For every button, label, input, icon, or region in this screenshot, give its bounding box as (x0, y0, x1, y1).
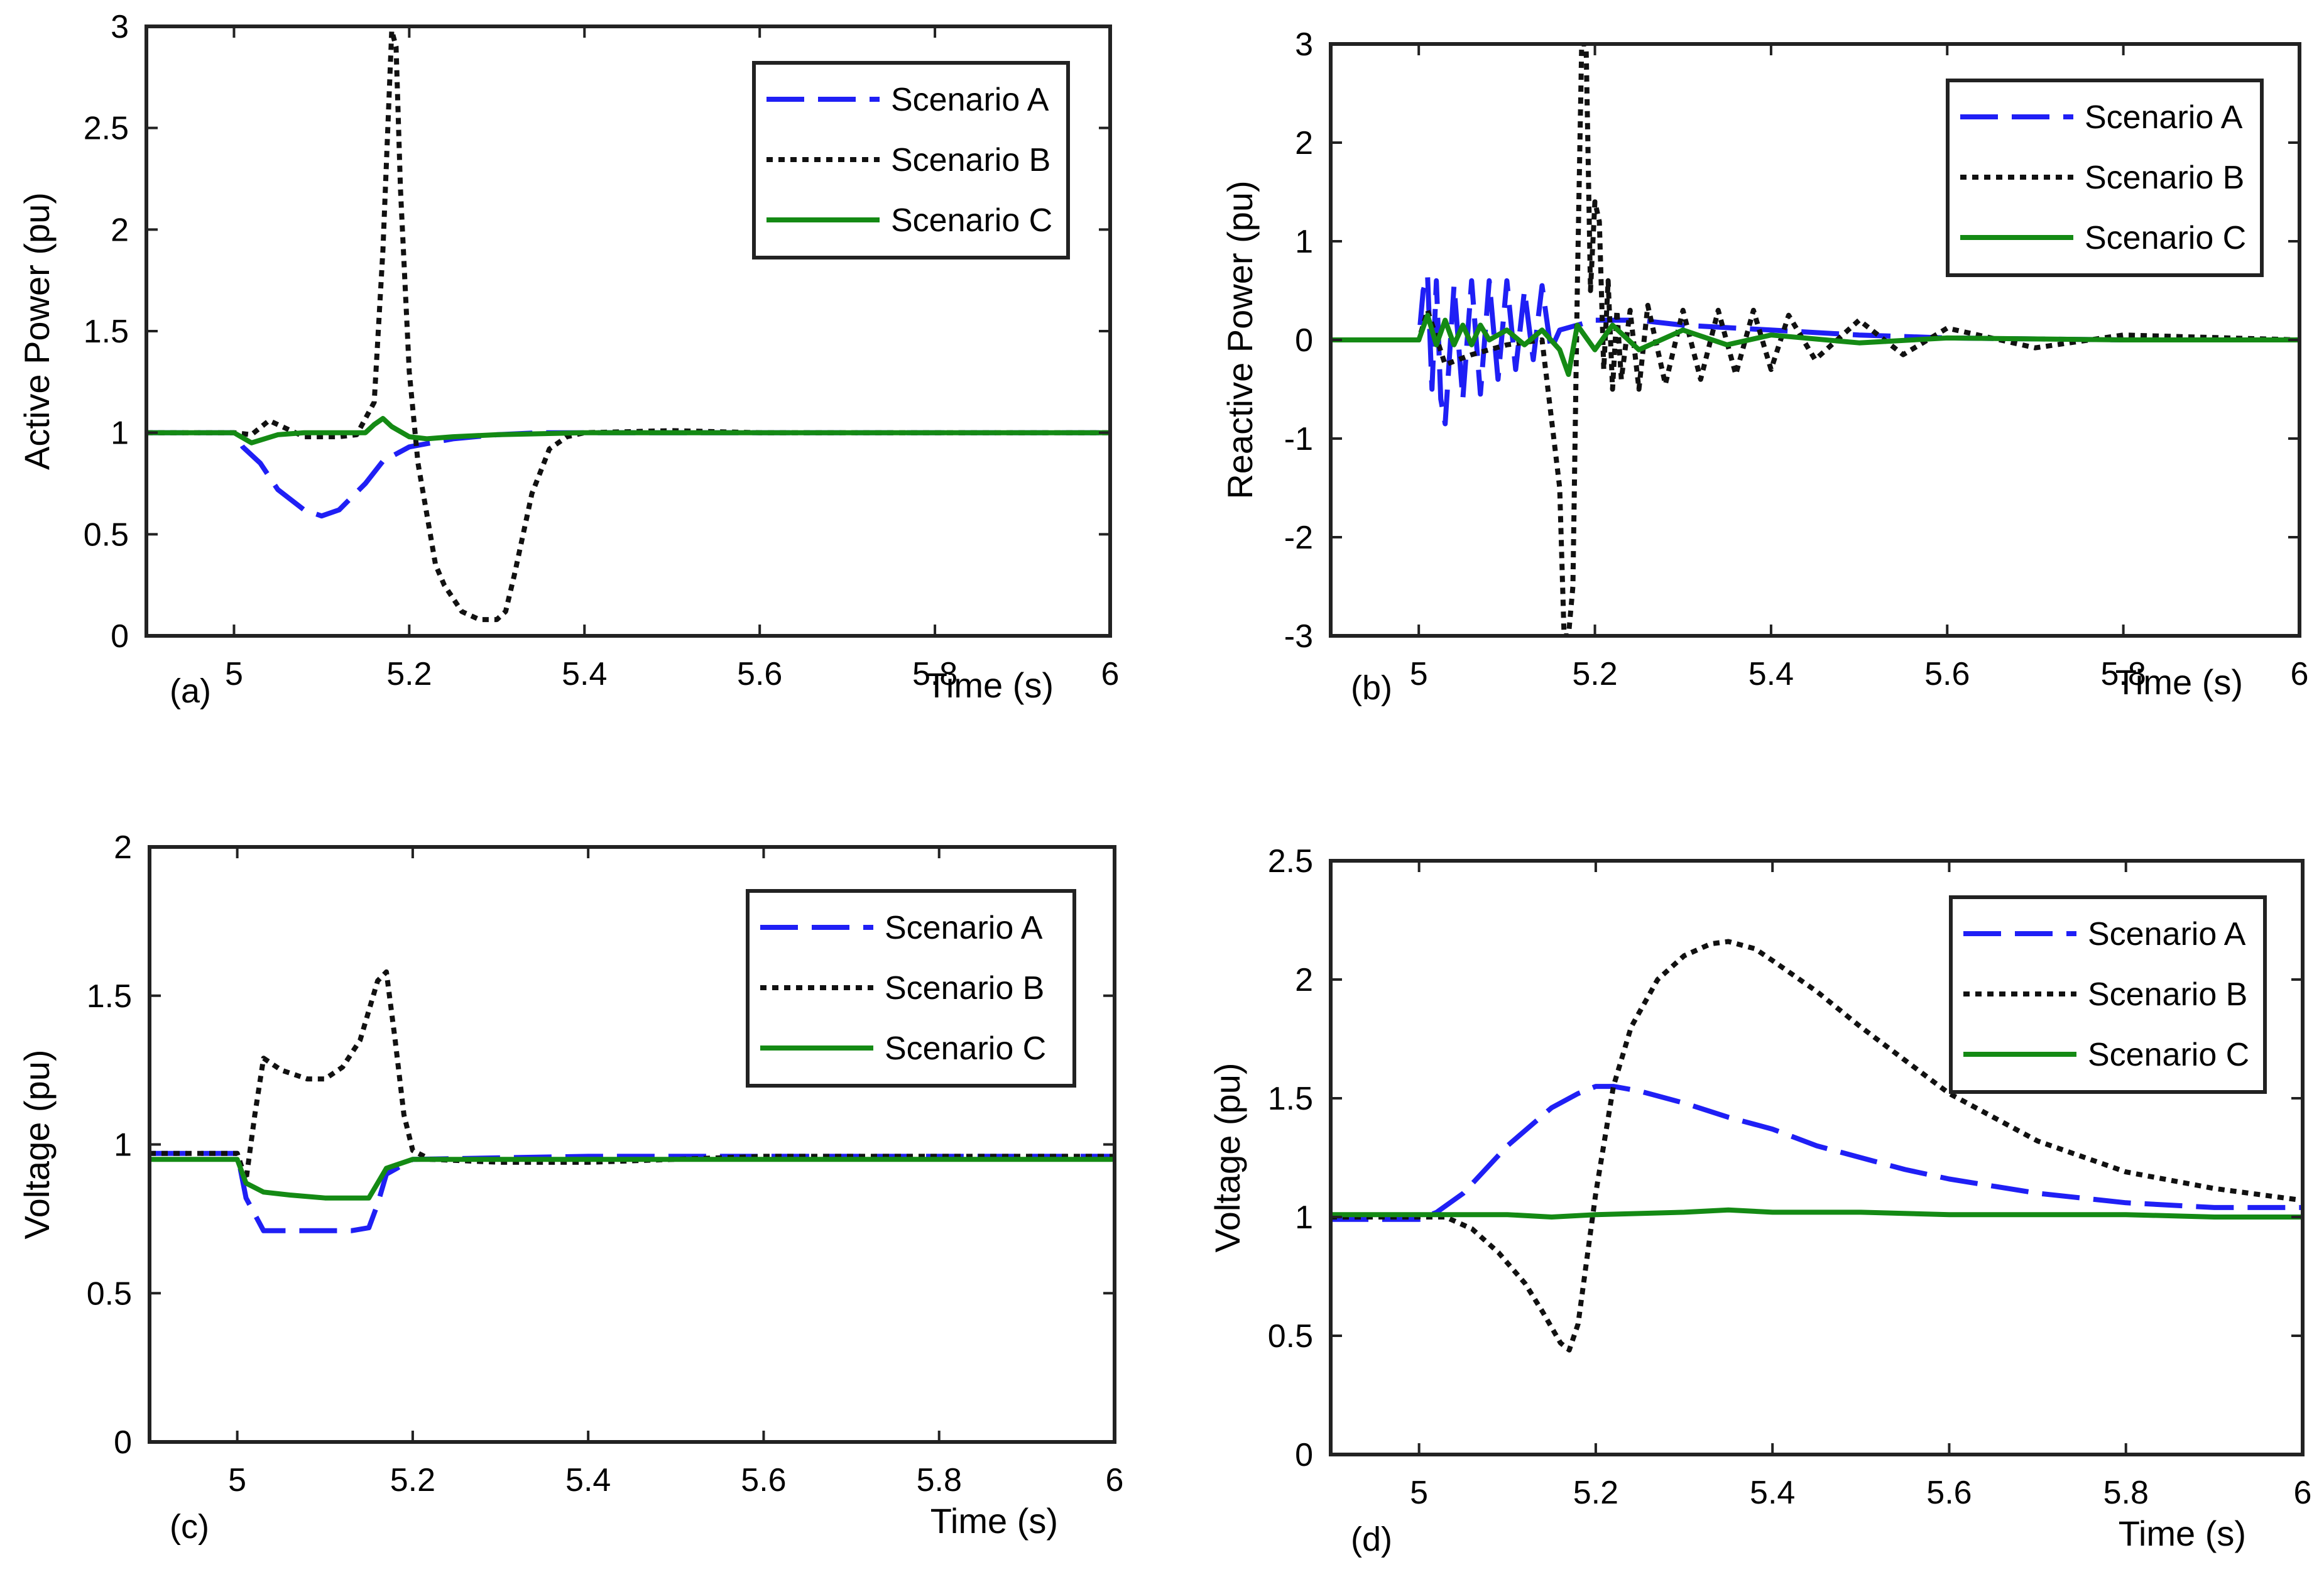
x-tick-label: 5.8 (2103, 1475, 2149, 1511)
series-line-scenario-b (150, 969, 1115, 1183)
series-line-scenario-a (1331, 1084, 2303, 1222)
x-tick-label: 5.2 (1573, 1475, 1618, 1511)
legend-label: Scenario B (2085, 160, 2244, 196)
x-tick-label: 6 (1101, 656, 1120, 692)
x-tick-label: 5.4 (1748, 656, 1794, 692)
y-axis-label: Reactive Power (pu) (1220, 180, 1260, 499)
legend-label: Scenario A (885, 910, 1043, 946)
legend: Scenario A Scenario B Scenario C (1946, 79, 2264, 277)
x-tick-label: 5.4 (1750, 1475, 1795, 1511)
series-line-scenario-b (146, 28, 1110, 623)
series-group (1331, 44, 2299, 636)
x-tick-label: 5.2 (390, 1462, 435, 1498)
x-tick-label: 5.8 (917, 1462, 962, 1498)
x-axis-label: Time (s) (2119, 1514, 2246, 1553)
legend-label: Scenario C (891, 202, 1052, 239)
y-tick-label: 0 (1295, 322, 1313, 359)
y-axis-label: Active Power (pu) (17, 192, 57, 470)
y-tick-label: 2 (1295, 962, 1313, 998)
y-tick-label: 1.5 (87, 978, 132, 1015)
y-tick-label: 2 (1295, 125, 1313, 161)
y-tick-label: 0.5 (84, 516, 129, 553)
y-axis-label: Voltage (pu) (17, 1050, 57, 1240)
x-tick-label: 6 (2291, 656, 2309, 692)
legend-label: Scenario A (2088, 916, 2246, 953)
series-line-scenario-c (1331, 1207, 2303, 1220)
series-line-scenario-c (146, 416, 1110, 445)
panel-label-a: (a) (170, 672, 211, 710)
y-tick-label: 1.5 (84, 314, 129, 350)
x-axis-label: Time (s) (926, 665, 1054, 705)
x-tick-label: 5 (225, 656, 243, 692)
series-group (146, 28, 1110, 623)
series-line-scenario-c (150, 1157, 1115, 1201)
series-group (150, 969, 1115, 1233)
y-tick-label: -3 (1284, 618, 1313, 655)
series-line-scenario-c (1331, 312, 2299, 377)
x-tick-label: 5.6 (1926, 1475, 1972, 1511)
chart-panel-d: 5 5.2 5.4 5.6 5.8 6 0 0.5 1 1.5 2 2.5 Voltage (pu) Ti… (1208, 843, 2311, 1558)
x-tick-label: 5.8 (2100, 656, 2146, 692)
panel-label-c: (c) (170, 1508, 209, 1546)
chart-panel-a: 5 5.2 5.4 5.6 5.8 6 0 0.5 1 1.5 2 2.5 3 Active Power … (17, 9, 1119, 710)
y-tick-label: 3 (111, 9, 129, 45)
legend: Scenario A Scenario B Scenario C (746, 889, 1076, 1088)
x-tick-label: 5.4 (565, 1462, 611, 1498)
x-axis-label: Time (s) (930, 1501, 1058, 1541)
y-tick-label: 1.5 (1268, 1081, 1313, 1117)
y-tick-label: 0 (1295, 1437, 1313, 1473)
legend-label: Scenario B (885, 970, 1044, 1007)
legend-label: Scenario A (891, 82, 1049, 118)
y-tick-label: 0.5 (1268, 1318, 1313, 1355)
panel-label-d: (d) (1351, 1520, 1392, 1558)
legend-label: Scenario B (891, 142, 1050, 178)
panel-label-b: (b) (1351, 669, 1392, 707)
y-tick-label: 2 (114, 829, 132, 866)
y-tick-label: 1 (1295, 224, 1313, 260)
y-tick-label: 0.5 (87, 1275, 132, 1312)
x-tick-label: 6 (2294, 1475, 2312, 1511)
x-tick-label: 5 (1410, 656, 1428, 692)
chart-panel-b: 5 5.2 5.4 5.6 5.8 6 -3 -2 -1 0 1 2 3 Reactive Power (… (1220, 26, 2308, 707)
y-tick-label: 1 (1295, 1199, 1313, 1236)
y-tick-label: 2.5 (84, 111, 129, 147)
y-tick-label: -1 (1284, 421, 1313, 457)
series-line-scenario-b (1331, 939, 2303, 1353)
y-tick-label: -2 (1284, 520, 1313, 556)
y-tick-label: 2 (111, 212, 129, 248)
legend-label: Scenario C (885, 1030, 1046, 1067)
axes-frame (1329, 859, 2305, 1456)
chart-panel-c: 5 5.2 5.4 5.6 5.8 6 0 0.5 1 1.5 2 Voltage (pu) Time … (17, 829, 1123, 1546)
series-line-scenario-a (1331, 273, 2299, 427)
x-tick-label: 5.2 (1572, 656, 1617, 692)
x-tick-label: 5 (228, 1462, 246, 1498)
y-tick-label: 3 (1295, 26, 1313, 63)
x-tick-label: 6 (1106, 1462, 1124, 1498)
x-tick-label: 5.4 (562, 656, 607, 692)
legend-label: Scenario C (2085, 220, 2246, 256)
y-tick-label: 1 (114, 1127, 132, 1164)
legend-label: Scenario A (2085, 99, 2243, 136)
series-group (1331, 939, 2303, 1353)
y-axis-label: Voltage (pu) (1208, 1063, 1247, 1253)
y-tick-label: 0 (114, 1424, 132, 1461)
y-tick-label: 2.5 (1268, 843, 1313, 880)
x-tick-label: 5.2 (386, 656, 432, 692)
x-axis-label: Time (s) (2115, 662, 2243, 702)
legend-label: Scenario C (2088, 1037, 2249, 1073)
legend: Scenario A Scenario B Scenario C (1949, 895, 2267, 1094)
legend-label: Scenario B (2088, 976, 2247, 1013)
x-tick-label: 5.6 (737, 656, 782, 692)
x-tick-label: 5.8 (912, 656, 957, 692)
x-tick-label: 5.6 (1924, 656, 1970, 692)
x-tick-label: 5 (1410, 1475, 1428, 1511)
x-tick-label: 5.6 (741, 1462, 786, 1498)
y-tick-label: 0 (111, 618, 129, 655)
y-tick-label: 1 (111, 415, 129, 452)
legend: Scenario A Scenario B Scenario C (752, 61, 1070, 259)
